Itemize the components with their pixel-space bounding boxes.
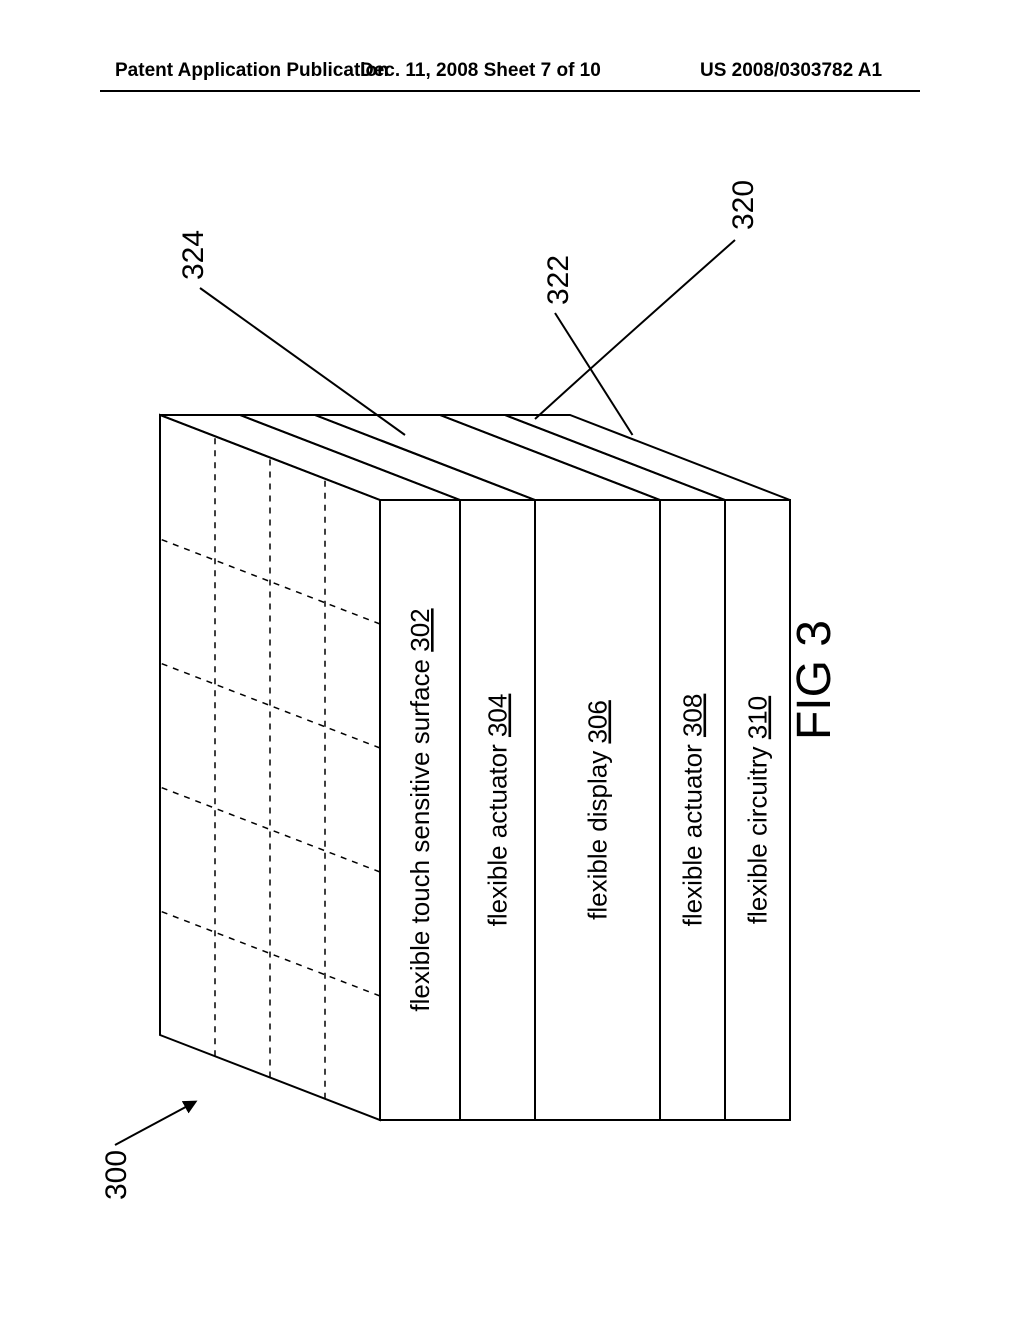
header-date-sheet: Dec. 11, 2008 Sheet 7 of 10: [360, 60, 601, 82]
layer-label-306: flexible display 306: [582, 700, 612, 920]
layer-label-304: flexible actuator 304: [482, 694, 512, 927]
ref-322: 322: [542, 255, 575, 305]
header-rule: [100, 90, 920, 92]
ref-300: 300: [100, 1150, 133, 1200]
header-pubnumber: US 2008/0303782 A1: [700, 60, 882, 82]
layer-label-310: flexible circuitry 310: [742, 696, 772, 924]
figure-3-diagram: flexible touch sensitive surface 302 flex…: [40, 440, 1024, 1240]
page: Patent Application Publication Dec. 11, …: [0, 0, 1024, 1320]
layer-label-308: flexible actuator 308: [677, 694, 707, 927]
ref-324: 324: [177, 230, 210, 280]
figure-3-svg: flexible touch sensitive surface 302 flex…: [40, 140, 840, 1240]
figure-label: FIG 3: [788, 620, 840, 740]
layer-label-302: flexible touch sensitive surface 302: [405, 608, 435, 1011]
ref-320: 320: [727, 180, 760, 230]
header-publication: Patent Application Publication: [115, 60, 389, 82]
